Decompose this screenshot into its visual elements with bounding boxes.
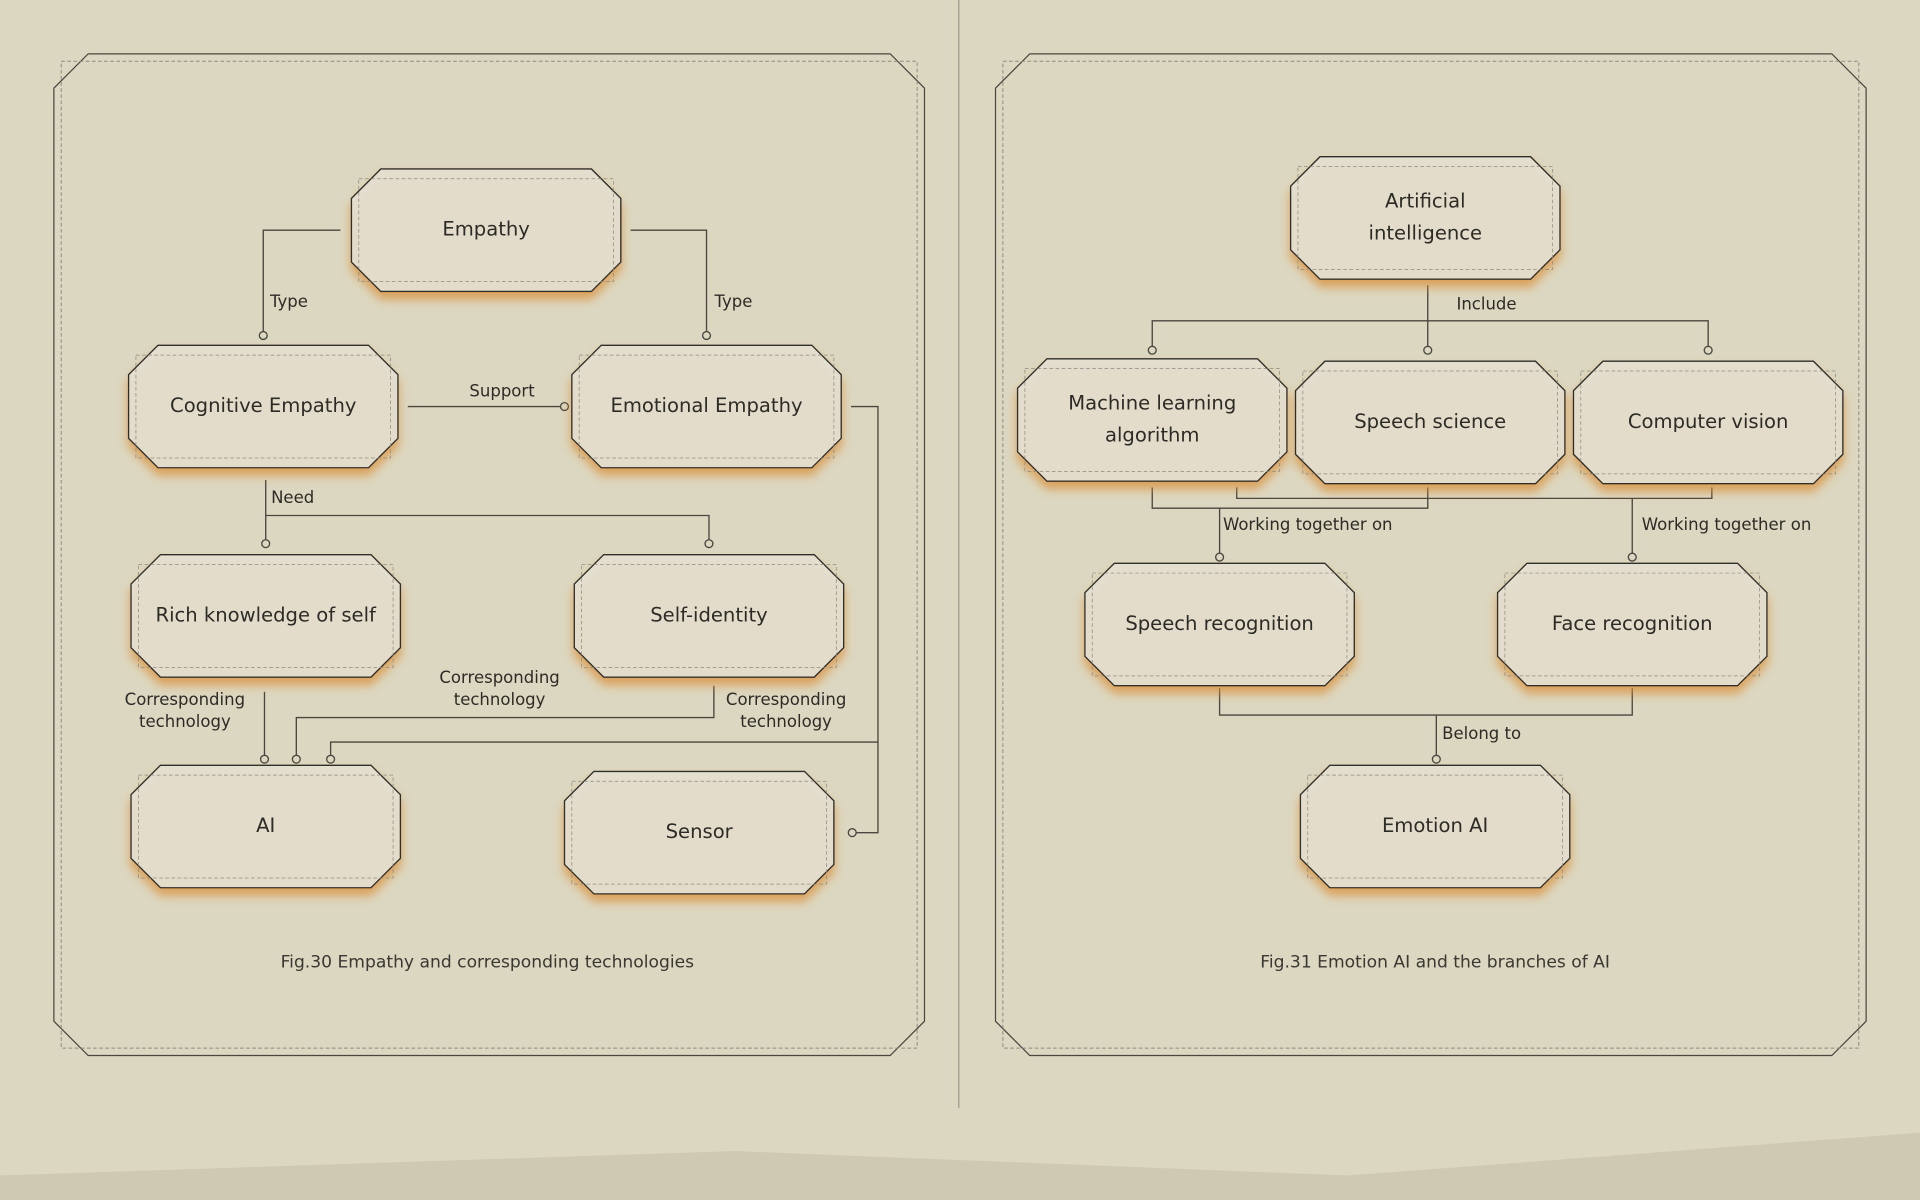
connectors — [258, 229, 879, 838]
connector-end — [291, 754, 301, 764]
connector-end — [704, 539, 714, 549]
connector-end — [1423, 345, 1433, 355]
edge-label: Corresponding — [726, 690, 846, 709]
figure-caption: Fig.30 Empathy and corresponding technol… — [281, 952, 695, 972]
node-guide — [1024, 368, 1280, 472]
node-label: Machine learning — [1068, 392, 1236, 415]
node-guide — [138, 774, 394, 879]
node: Artificial intelligence — [1289, 156, 1561, 280]
background-shade — [0, 1132, 1920, 1200]
node: Cognitive Empathy — [127, 344, 399, 469]
node: Empathy — [350, 168, 622, 293]
node-label: Computer vision — [1628, 410, 1789, 433]
edge-label: Type — [269, 292, 308, 311]
node: Emotional Empathy — [571, 344, 842, 469]
node-shape — [1289, 156, 1561, 280]
node-shape — [1016, 358, 1288, 482]
node: AI — [130, 764, 402, 889]
edge-label: Corresponding — [439, 668, 559, 687]
node-guide — [1504, 572, 1760, 677]
edge-label: Working together on — [1223, 515, 1393, 534]
connector-end — [1627, 552, 1637, 562]
node: Speech recognition — [1084, 562, 1355, 687]
connector — [851, 405, 879, 834]
node-label: Speech recognition — [1125, 612, 1314, 635]
connector-end — [559, 401, 570, 412]
edge-label: technology — [740, 712, 832, 731]
node-label: Emotion AI — [1382, 814, 1488, 837]
panel-inner — [60, 60, 918, 1049]
connectors — [1147, 285, 1713, 764]
node-guide — [1580, 370, 1836, 475]
node-guide — [578, 354, 835, 459]
edge-label: Type — [714, 292, 753, 311]
node-guide — [1297, 166, 1554, 270]
node-label: Emotional Empathy — [610, 394, 802, 417]
node-guide — [1091, 572, 1348, 677]
node-label: Speech science — [1354, 410, 1506, 433]
node-label: AI — [256, 814, 275, 837]
edge-label: technology — [454, 690, 546, 709]
connector-end — [1431, 754, 1441, 764]
node-guide — [358, 178, 614, 282]
connector — [630, 229, 708, 334]
edge-label: Include — [1456, 294, 1516, 313]
node-label: Empathy — [442, 218, 530, 241]
edge-label: Corresponding — [125, 690, 245, 709]
node: Computer vision — [1572, 360, 1844, 485]
edge-label: Support — [469, 381, 535, 400]
panel-frame — [53, 53, 926, 1057]
panel-inner — [1002, 60, 1860, 1049]
node-label: Cognitive Empathy — [170, 394, 356, 417]
figure-caption: Fig.31 Emotion AI and the branches of AI — [1260, 952, 1610, 972]
panel-frame — [994, 53, 1867, 1057]
node-label: Face recognition — [1552, 612, 1713, 635]
node: Self-identity — [573, 554, 845, 678]
node-guide — [581, 564, 837, 668]
node-guide — [1302, 370, 1558, 475]
node-label: Sensor — [666, 820, 734, 843]
node-label: Artificial — [1385, 190, 1466, 213]
connector — [1151, 285, 1709, 349]
figure: Empathy Cognitive Empathy Emotional Empath… — [125, 168, 846, 972]
node: Speech science — [1294, 360, 1566, 485]
connector-end — [701, 330, 712, 341]
connector-end — [259, 754, 270, 764]
node: Emotion AI — [1299, 764, 1571, 889]
connector — [262, 229, 341, 334]
connector-end — [261, 539, 271, 549]
connector-end — [1214, 552, 1225, 562]
edge-label: Need — [271, 488, 314, 507]
node-guide — [1307, 774, 1563, 879]
node: Sensor — [563, 770, 835, 895]
node-guide — [135, 354, 391, 459]
edge-label: technology — [139, 712, 231, 731]
connector — [329, 741, 878, 760]
connector-end — [847, 828, 857, 838]
node: Rich knowledge of self — [130, 554, 402, 678]
figure: Artificial intelligence Machine learning al… — [1016, 156, 1844, 972]
connector — [295, 685, 715, 760]
node: Face recognition — [1496, 562, 1768, 687]
node-label: Rich knowledge of self — [155, 603, 377, 626]
node-guide — [138, 564, 394, 668]
node-label: algorithm — [1105, 423, 1200, 446]
content: Empathy Cognitive Empathy Emotional Empath… — [125, 156, 1844, 972]
node-guide — [571, 780, 827, 885]
connector-end — [258, 330, 268, 341]
connector — [1218, 688, 1633, 760]
connector — [265, 480, 710, 543]
connector-end — [326, 754, 336, 764]
connector-end — [1703, 345, 1713, 355]
connector-end — [1147, 345, 1157, 355]
connector — [1236, 487, 1713, 500]
node-label: intelligence — [1369, 221, 1483, 244]
node-label: Self-identity — [650, 603, 768, 626]
edge-label: Working together on — [1642, 515, 1812, 534]
node: Machine learning algorithm — [1016, 358, 1288, 482]
edge-label: Belong to — [1442, 724, 1521, 743]
